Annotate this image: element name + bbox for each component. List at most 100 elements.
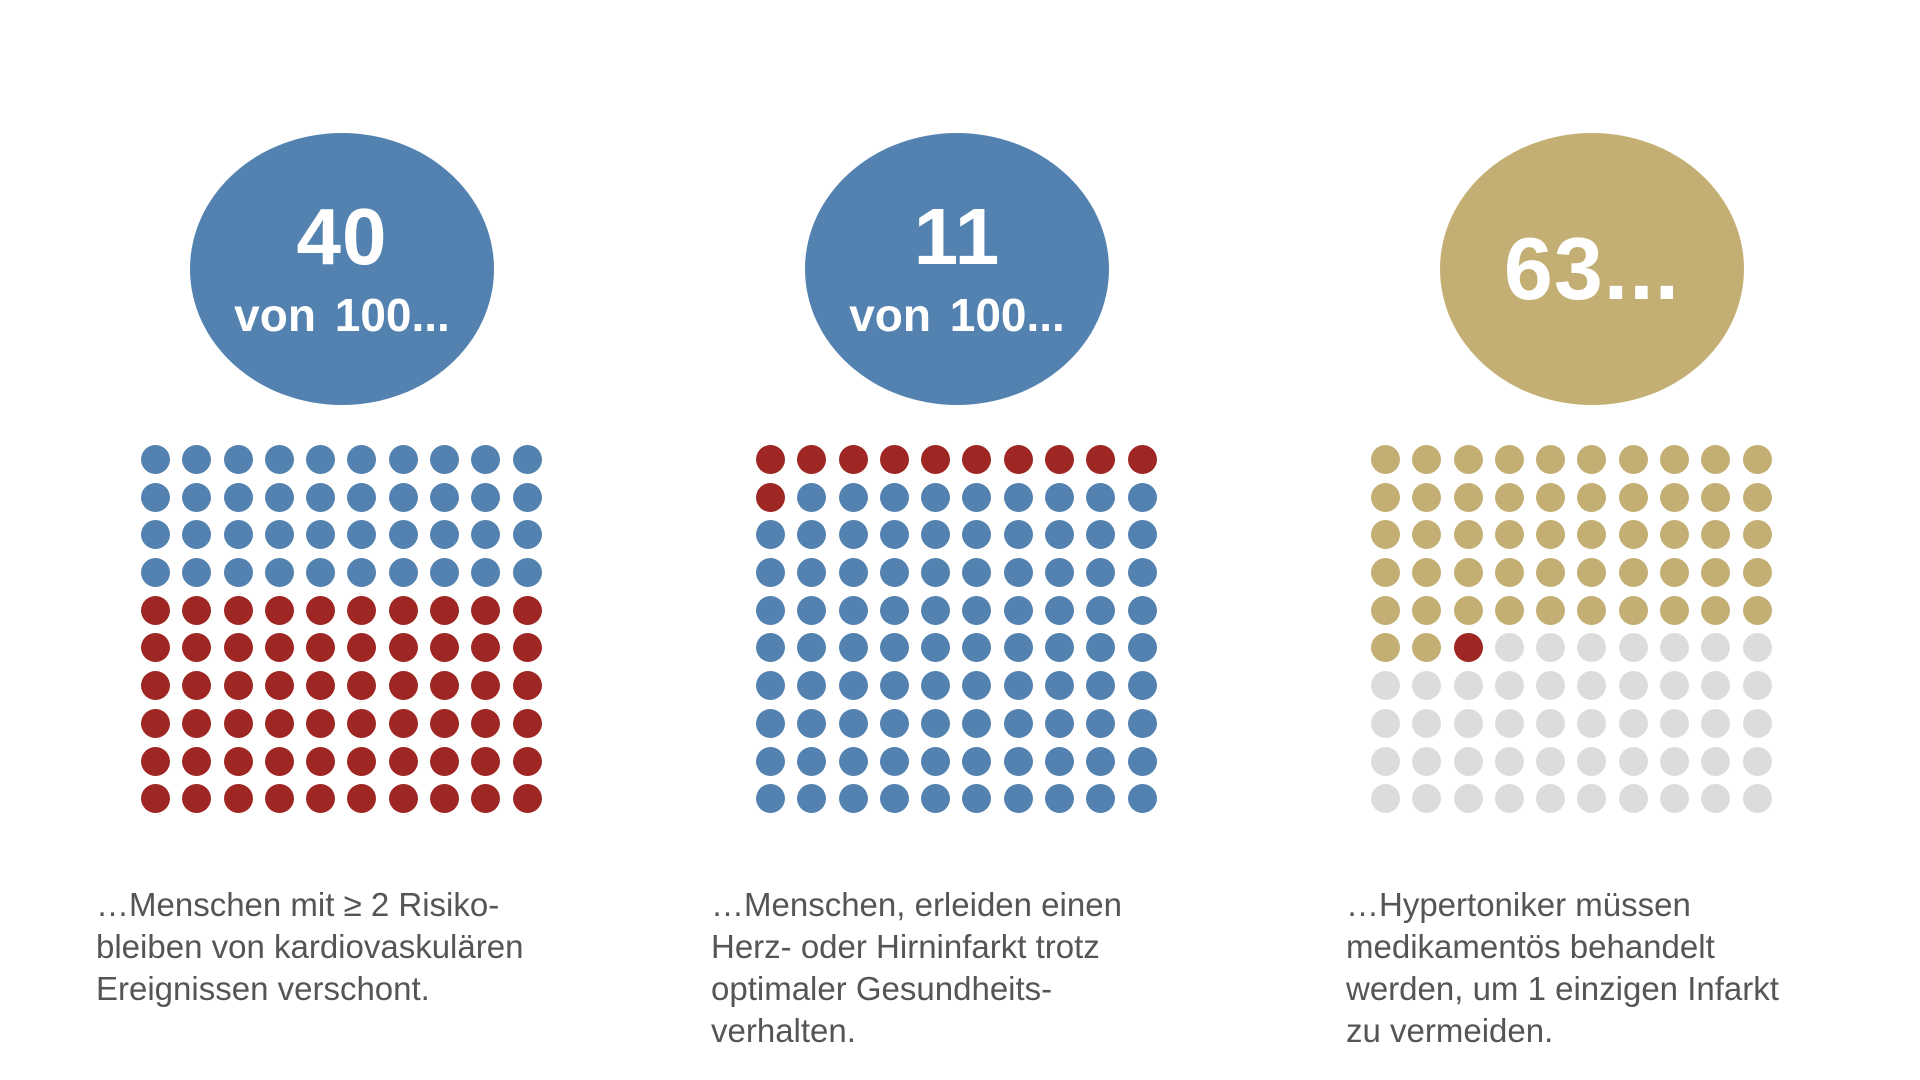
- dot: [1453, 595, 1483, 625]
- dot: [471, 671, 501, 701]
- dot: [1086, 558, 1116, 588]
- dot: [1618, 708, 1648, 738]
- dot: [1127, 633, 1157, 663]
- dot: [1660, 784, 1690, 814]
- dot: [797, 520, 827, 550]
- dot: [1086, 482, 1116, 512]
- stat-number-1: 40: [296, 192, 388, 281]
- dot: [879, 482, 909, 512]
- dot: [797, 708, 827, 738]
- dot: [962, 784, 992, 814]
- dot: [182, 633, 212, 663]
- dot: [1618, 633, 1648, 663]
- dot: [1660, 445, 1690, 474]
- dot: [962, 595, 992, 625]
- dot: [1453, 633, 1483, 663]
- dot: [1412, 445, 1442, 474]
- dot: [879, 633, 909, 663]
- dot: [879, 595, 909, 625]
- dot: [512, 482, 542, 512]
- dot: [264, 708, 294, 738]
- dot: [1742, 595, 1772, 625]
- dot: [797, 784, 827, 814]
- stat-circle-3: 63...: [1440, 133, 1744, 405]
- dot: [347, 520, 377, 550]
- dot: [306, 746, 336, 776]
- dot: [879, 708, 909, 738]
- caption-1-line-2: bleiben von kardiovaskulären: [96, 928, 524, 965]
- dot: [962, 558, 992, 588]
- dot: [223, 671, 253, 701]
- dot-grid-3: [1371, 445, 1772, 814]
- dot: [182, 595, 212, 625]
- dot: [430, 671, 460, 701]
- dot: [471, 746, 501, 776]
- dot: [1453, 671, 1483, 701]
- dot: [1494, 633, 1524, 663]
- dot: [838, 520, 868, 550]
- caption-1-line-3: Ereignissen verschont.: [96, 970, 430, 1007]
- dot: [1618, 784, 1648, 814]
- dot: [921, 671, 951, 701]
- dot: [1494, 595, 1524, 625]
- dot: [306, 708, 336, 738]
- dot: [1371, 445, 1400, 474]
- dot: [141, 445, 170, 474]
- dot: [921, 708, 951, 738]
- dot: [921, 595, 951, 625]
- dot: [347, 445, 377, 474]
- stat-number-2: 11: [913, 192, 1001, 281]
- dot: [388, 746, 418, 776]
- dot: [388, 482, 418, 512]
- dot: [921, 746, 951, 776]
- dot: [797, 482, 827, 512]
- dot: [264, 595, 294, 625]
- caption-2-line-2: Herz- oder Hirninfarkt trotz: [711, 928, 1100, 965]
- dot: [962, 746, 992, 776]
- dot: [1453, 784, 1483, 814]
- dot: [1003, 784, 1033, 814]
- dot: [1086, 520, 1116, 550]
- dot: [797, 671, 827, 701]
- dot: [347, 784, 377, 814]
- dot: [879, 784, 909, 814]
- dot: [1003, 520, 1033, 550]
- dot: [1701, 482, 1731, 512]
- dot: [1618, 595, 1648, 625]
- dot: [388, 671, 418, 701]
- dot: [1536, 671, 1566, 701]
- dot: [838, 445, 868, 474]
- dot: [1577, 633, 1607, 663]
- dot: [797, 558, 827, 588]
- dot: [182, 671, 212, 701]
- dot: [141, 784, 170, 814]
- dot: [1453, 708, 1483, 738]
- dot: [797, 595, 827, 625]
- dot: [1701, 595, 1731, 625]
- dot: [430, 520, 460, 550]
- dot: [512, 708, 542, 738]
- dot: [1742, 671, 1772, 701]
- dot: [347, 595, 377, 625]
- dot: [1618, 558, 1648, 588]
- dot: [838, 746, 868, 776]
- dot: [347, 708, 377, 738]
- dot: [1045, 746, 1075, 776]
- dot: [1412, 746, 1442, 776]
- caption-1-line-1: …Menschen mit ≥ 2 Risiko-: [96, 886, 500, 923]
- dot: [512, 784, 542, 814]
- dot: [306, 784, 336, 814]
- dot: [1660, 558, 1690, 588]
- dot: [879, 520, 909, 550]
- dot: [264, 671, 294, 701]
- dot: [1127, 671, 1157, 701]
- dot: [1742, 482, 1772, 512]
- dot: [182, 558, 212, 588]
- dot: [1371, 520, 1400, 550]
- caption-3: …Hypertoniker müssen medikamentös behand…: [1346, 884, 1846, 1052]
- dot: [1127, 482, 1157, 512]
- dot: [264, 633, 294, 663]
- dot: [1536, 558, 1566, 588]
- dot: [1660, 520, 1690, 550]
- dot: [1701, 633, 1731, 663]
